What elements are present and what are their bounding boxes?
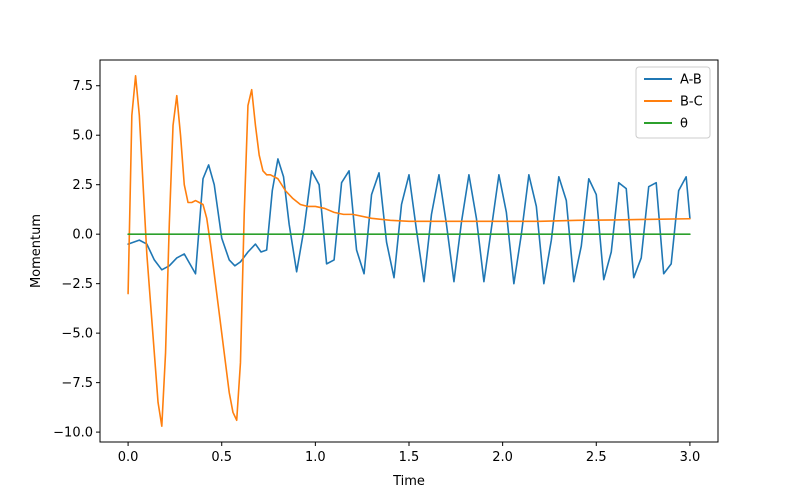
y-tick-label: 5.0	[72, 129, 93, 144]
legend: A-B B-C θ	[635, 66, 711, 139]
legend-label-1: B-C	[680, 95, 703, 110]
legend-label-2: θ	[680, 117, 688, 132]
series-line-1	[127, 75, 691, 427]
y-tick-label: 0.0	[72, 228, 93, 243]
y-tick-label: −10.0	[53, 426, 93, 441]
y-tick-label: 2.5	[72, 178, 93, 193]
x-tick-label: 1.5	[399, 450, 420, 465]
y-tick-label: −7.5	[61, 376, 93, 391]
x-tick-label: 0.0	[118, 450, 139, 465]
x-tick-label: 3.0	[680, 450, 701, 465]
legend-label-0: A-B	[680, 73, 702, 88]
series-layer	[127, 75, 691, 427]
x-tick-label: 2.0	[492, 450, 513, 465]
y-tick-label: −5.0	[61, 327, 93, 342]
series-line-0	[127, 158, 691, 285]
y-axis: −10.0 −7.5 −5.0 −2.5 0.0 2.5 5.0 7.5	[53, 79, 100, 441]
x-axis-title: Time	[392, 474, 425, 489]
legend-box	[635, 66, 711, 139]
x-tick-label: 2.5	[586, 450, 607, 465]
y-tick-label: 7.5	[72, 79, 93, 94]
x-tick-label: 0.5	[211, 450, 232, 465]
y-axis-title: Momentum	[29, 214, 44, 288]
x-tick-label: 1.0	[305, 450, 326, 465]
x-axis: 0.0 0.5 1.0 1.5 2.0 2.5 3.0	[118, 442, 701, 465]
y-tick-label: −2.5	[61, 277, 93, 292]
